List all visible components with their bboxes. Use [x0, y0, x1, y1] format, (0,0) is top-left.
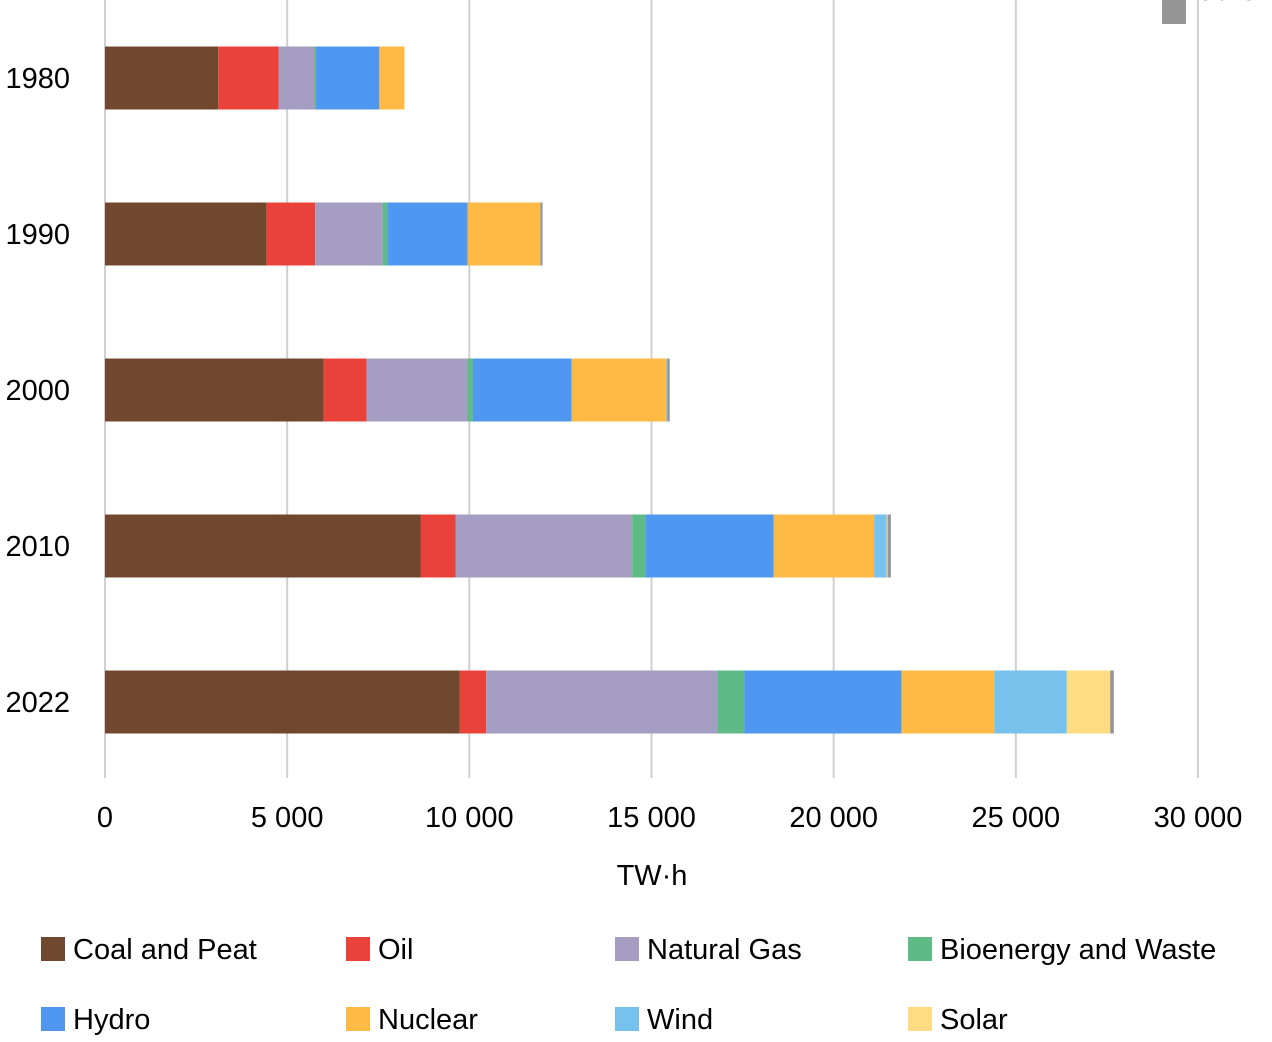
legend-item-bioenergy-and-waste: Bioenergy and Waste [908, 934, 1216, 966]
bar-segment-2010-solar [886, 514, 888, 578]
y-category-label: 2000 [5, 375, 70, 407]
bar-segment-2010-nuclear [773, 514, 875, 578]
bar-segment-1980-bioenergy-and-waste [314, 46, 316, 110]
bar-segment-2022-wind [994, 670, 1067, 734]
bar-segment-2010-natural-gas [455, 514, 633, 578]
x-tick-label: 30 000 [1154, 802, 1243, 834]
legend-swatch [615, 1007, 639, 1031]
bar-segment-2010-bioenergy-and-waste [632, 514, 646, 578]
legend-label: Hydro [73, 1004, 150, 1036]
legend-item-wind: Wind [615, 1004, 713, 1036]
legend-label: Bioenergy and Waste [940, 934, 1216, 966]
bar-segment-2000-bioenergy-and-waste [467, 358, 473, 422]
bar-segment-2022-nuclear [901, 670, 995, 734]
bar-segment-2022-oil [459, 670, 487, 734]
legend-item-nuclear: Nuclear [346, 1004, 478, 1036]
x-tick-label: 0 [97, 802, 113, 834]
y-category-label: 1990 [5, 219, 70, 251]
legend-label: Wind [647, 1004, 713, 1036]
legend-swatch [615, 937, 639, 961]
legend-swatch [346, 1007, 370, 1031]
y-category-label: 1980 [5, 63, 70, 95]
bar-segment-1990-bioenergy-and-waste [382, 202, 388, 266]
legend-swatch [41, 937, 65, 961]
bar-segment-1980-oil [218, 46, 279, 110]
legend-item-coal-and-peat: Coal and Peat [41, 934, 257, 966]
legend-swatch [908, 1007, 932, 1031]
bar-segment-1990-nuclear [467, 202, 541, 266]
bar-segment-2010-coal-and-peat [105, 514, 421, 578]
bar-segment-1980-natural-gas [278, 46, 315, 110]
legend-label: Nuclear [378, 1004, 478, 1036]
bar-segment-2022-other [1110, 670, 1114, 734]
legend-label: Natural Gas [647, 934, 802, 966]
bar-segment-2000-hydro [472, 358, 572, 422]
y-category-label: 2010 [5, 531, 70, 563]
bar-segment-2022-natural-gas [486, 670, 718, 734]
legend-label: Solar [940, 1004, 1008, 1036]
bar-segment-1990-hydro [387, 202, 468, 266]
legend-item-other: Other [1162, 0, 1267, 24]
bar-segment-2000-natural-gas [366, 358, 468, 422]
bar-segment-2022-solar [1066, 670, 1111, 734]
y-axis-labels: 1980 1990 2000 2010 2022 [5, 63, 70, 719]
bar-segment-2000-oil [323, 358, 367, 422]
bar-segment-2010-oil [420, 514, 456, 578]
legend-label: Coal and Peat [73, 934, 257, 966]
bar-segment-2022-coal-and-peat [105, 670, 460, 734]
bar-segment-1990-oil [266, 202, 316, 266]
y-category-label: 2022 [5, 687, 70, 719]
legend-label: Oil [378, 934, 413, 966]
bar-segment-1980-hydro [315, 46, 380, 110]
bar-segment-2000-other [667, 358, 670, 422]
bar-segment-2010-hydro [645, 514, 774, 578]
bar-segment-2010-wind [874, 514, 887, 578]
bar-segment-2000-nuclear [571, 358, 667, 422]
bar-segment-1980-nuclear [379, 46, 405, 110]
legend-swatch [908, 937, 932, 961]
x-tick-label: 25 000 [971, 802, 1060, 834]
x-axis-title: TW·h [617, 860, 688, 892]
bar-segment-1980-coal-and-peat [105, 46, 219, 110]
legend-item-oil: Oil [346, 934, 413, 966]
x-tick-label: 10 000 [425, 802, 514, 834]
legend: Coal and Peat Oil Natural Gas Bioenergy and… [41, 0, 1267, 1036]
bar-segment-2000-coal-and-peat [105, 358, 324, 422]
x-axis-tick-labels: 0 5 000 10 000 15 000 20 000 25 000 30 000 [97, 802, 1242, 834]
bar-segment-2000-wind [666, 358, 668, 422]
legend-item-natural-gas: Natural Gas [615, 934, 802, 966]
bar-segment-2010-other [887, 514, 891, 578]
x-tick-label: 20 000 [789, 802, 878, 834]
bar-segment-1990-natural-gas [315, 202, 383, 266]
legend-item-hydro: Hydro [41, 1004, 150, 1036]
bar-segment-1990-other [540, 202, 543, 266]
legend-item-solar: Solar [908, 1004, 1008, 1036]
bars [105, 46, 1114, 734]
bar-segment-2022-hydro [744, 670, 902, 734]
bar-segment-2022-bioenergy-and-waste [717, 670, 745, 734]
x-tick-label: 5 000 [251, 802, 324, 834]
bar-segment-1990-coal-and-peat [105, 202, 267, 266]
x-tick-label: 15 000 [607, 802, 696, 834]
legend-label: Other [1194, 0, 1267, 7]
legend-swatch [346, 937, 370, 961]
legend-swatch [41, 1007, 65, 1031]
legend-swatch [1162, 0, 1186, 24]
